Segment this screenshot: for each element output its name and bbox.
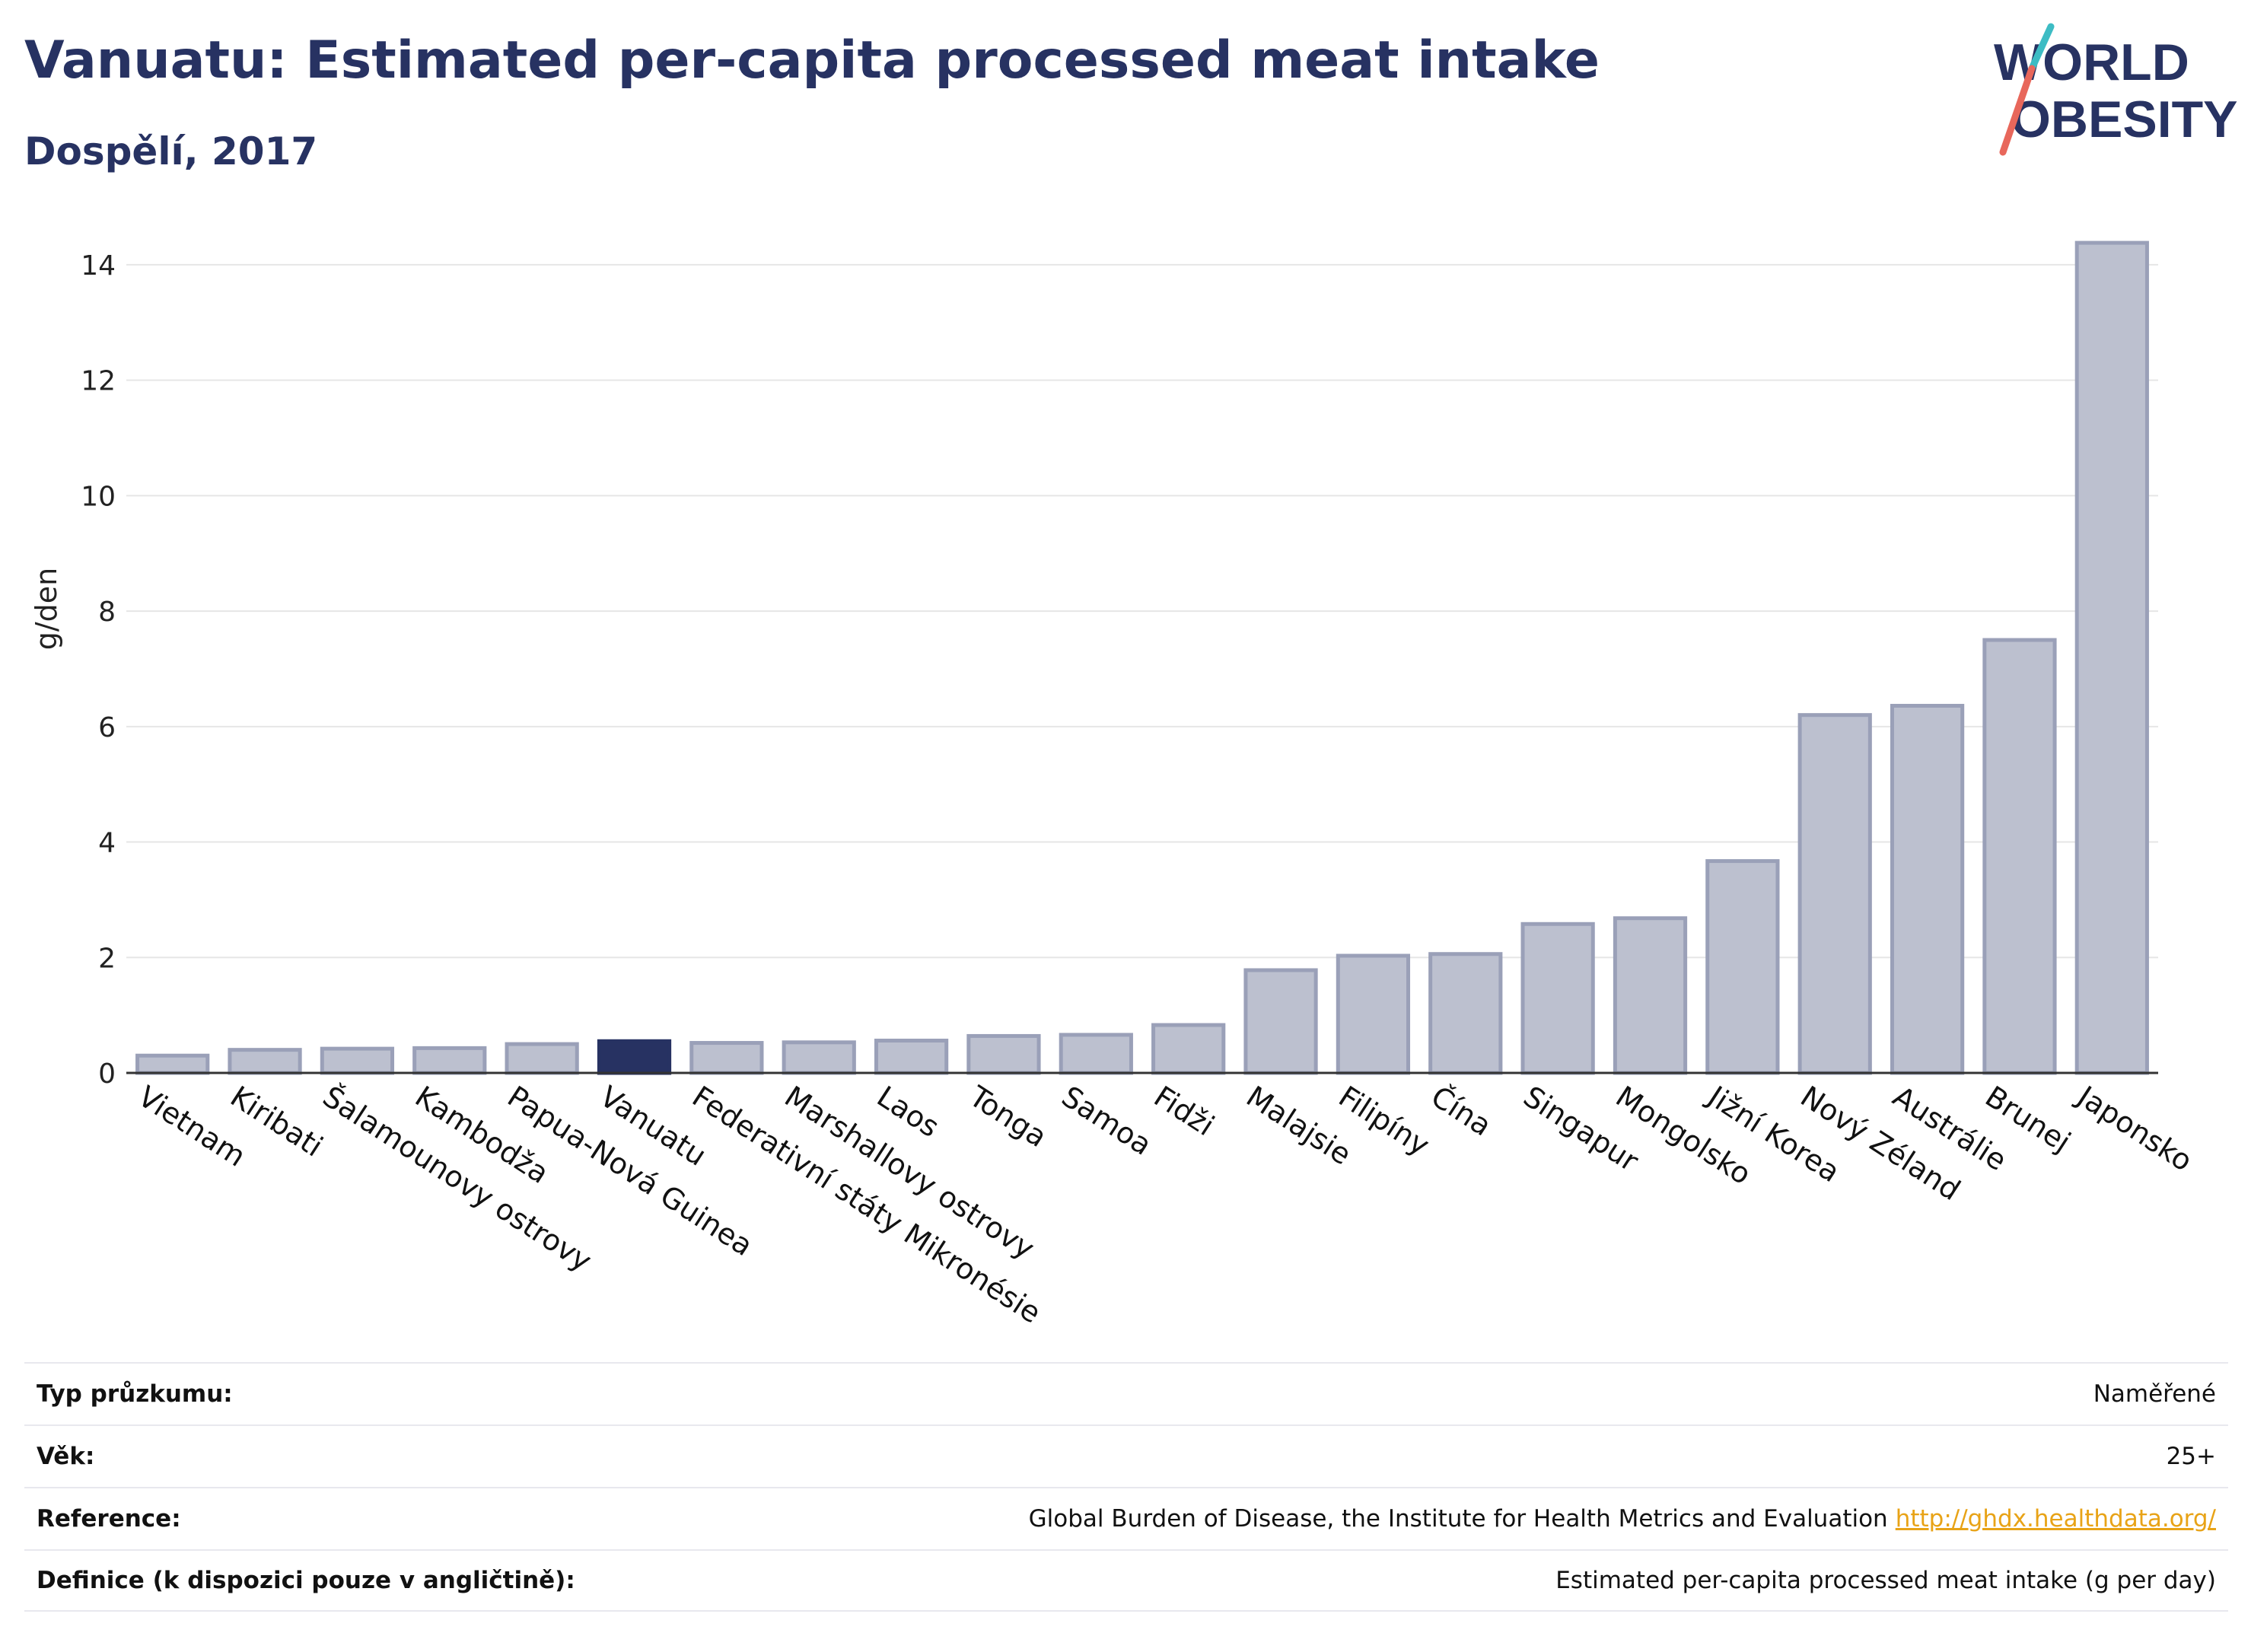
info-row-definition: Definice (k dispozici pouze v angličtině… — [24, 1549, 2228, 1612]
x-tick-label: Samoa — [1055, 1080, 1157, 1162]
info-label: Typ průzkumu: — [37, 1380, 233, 1408]
bar-18 — [1705, 859, 1780, 1075]
info-row-reference: Reference: Global Burden of Disease, the… — [24, 1487, 2228, 1549]
info-value: Estimated per-capita processed meat inta… — [1555, 1567, 2216, 1594]
y-tick-label: 4 — [98, 828, 116, 859]
y-tick-label: 8 — [98, 597, 116, 628]
bar-22 — [2074, 240, 2149, 1075]
y-tick-label: 6 — [98, 712, 116, 743]
bar-7 — [689, 1041, 764, 1075]
info-value: Naměřené — [2093, 1380, 2216, 1408]
bar-17 — [1613, 916, 1688, 1075]
x-tick-label: Fidži — [1148, 1080, 1221, 1143]
logo-line1: WORLD — [1994, 33, 2189, 91]
x-tick-label: Tonga — [963, 1079, 1052, 1154]
bar-13 — [1243, 968, 1318, 1075]
y-tick-label: 14 — [81, 250, 116, 282]
bar-20 — [1890, 704, 1965, 1075]
bar-9 — [874, 1039, 949, 1075]
bar-2 — [228, 1048, 302, 1075]
y-tick-label: 10 — [81, 481, 116, 512]
bar-21 — [1982, 638, 2057, 1075]
bar-16 — [1520, 921, 1595, 1075]
reference-text: Global Burden of Disease, the Institute … — [1028, 1505, 1888, 1533]
x-tick-label: Čína — [1425, 1080, 1498, 1143]
info-label: Věk: — [37, 1443, 95, 1470]
page-subtitle: Dospělí, 2017 — [24, 129, 318, 173]
bar-10 — [966, 1033, 1041, 1075]
bar-4 — [412, 1046, 487, 1075]
info-value: 25+ — [2166, 1443, 2216, 1470]
bar-8 — [782, 1040, 856, 1075]
x-tick-label: Malajsie — [1240, 1080, 1357, 1172]
bar-1 — [135, 1053, 210, 1075]
info-label: Definice (k dispozici pouze v angličtině… — [37, 1567, 575, 1594]
logo-line2: OBESITY — [2011, 91, 2237, 148]
bar-3 — [320, 1046, 395, 1075]
info-row-age: Věk: 25+ — [24, 1424, 2228, 1487]
y-tick-label: 0 — [98, 1058, 116, 1090]
x-tick-label: Japonsko — [2071, 1079, 2198, 1178]
info-row-survey-type: Typ průzkumu: Naměřené — [24, 1362, 2228, 1424]
bar-chart: 02468101214g/denVietnamKiribatiŠalamouno… — [30, 240, 2198, 1330]
info-value: Global Burden of Disease, the Institute … — [1029, 1505, 2216, 1533]
bar-11 — [1059, 1033, 1133, 1075]
bar-15 — [1428, 952, 1503, 1075]
y-axis-label: g/den — [30, 568, 63, 651]
info-label: Reference: — [37, 1505, 181, 1533]
x-tick-label: Nový Zéland — [1794, 1080, 1966, 1208]
reference-link[interactable]: http://ghdx.healthdata.org/ — [1895, 1505, 2216, 1533]
world-obesity-logo[interactable]: WORLD OBESITY — [1986, 23, 2237, 160]
y-tick-label: 2 — [98, 943, 116, 974]
bar-12 — [1151, 1023, 1226, 1075]
page-title: Vanuatu: Estimated per-capita processed … — [24, 30, 1600, 91]
y-tick-label: 12 — [81, 366, 116, 397]
bar-6 — [597, 1039, 672, 1075]
info-table: Typ průzkumu: Naměřené Věk: 25+ Referenc… — [24, 1362, 2228, 1612]
bar-5 — [505, 1042, 579, 1075]
bar-14 — [1336, 953, 1411, 1075]
bar-19 — [1797, 713, 1872, 1075]
